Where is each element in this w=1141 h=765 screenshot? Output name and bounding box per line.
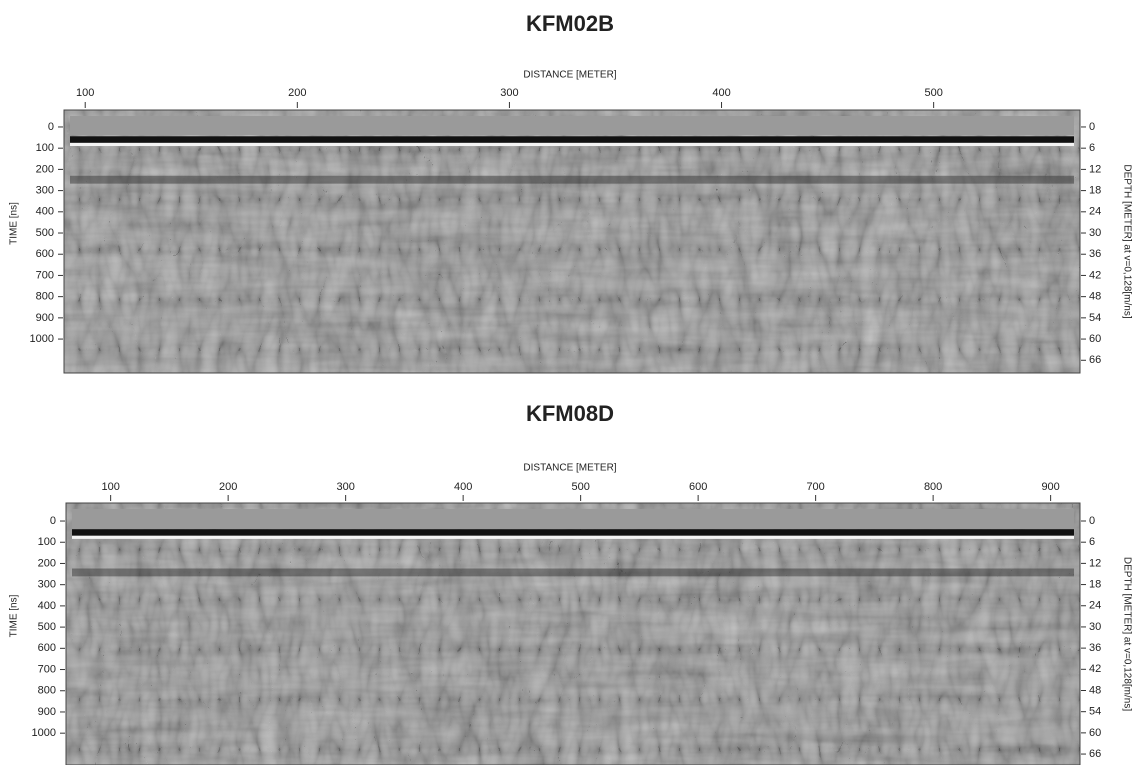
y-tick-label: 1000 — [32, 727, 56, 739]
radargram-texture — [66, 503, 1080, 765]
air-band — [70, 116, 1074, 135]
y-tick-label: 200 — [36, 163, 54, 175]
y-tick-label: 1000 — [30, 333, 54, 345]
y2-tick-label: 54 — [1089, 312, 1101, 324]
y-tick-label: 400 — [38, 600, 56, 612]
y2-tick-label: 42 — [1089, 269, 1101, 281]
y2-axis-label: DEPTH [METER] at v=0,128[m/ns] — [1121, 164, 1132, 318]
x-tick-label: 900 — [1041, 481, 1059, 493]
y-tick-label: 100 — [36, 142, 54, 154]
x-tick-label: 600 — [689, 481, 707, 493]
x-tick-label: 400 — [712, 87, 730, 99]
direct-wave-dark — [72, 529, 1074, 536]
y2-tick-label: 60 — [1089, 727, 1101, 739]
y2-tick-label: 0 — [1089, 121, 1095, 133]
chart-title: KFM08D — [526, 401, 614, 426]
y2-tick-label: 18 — [1089, 185, 1101, 197]
y2-tick-label: 30 — [1089, 621, 1101, 633]
y-tick-label: 100 — [38, 536, 56, 548]
x-tick-label: 700 — [806, 481, 824, 493]
y2-tick-label: 54 — [1089, 706, 1101, 718]
x-tick-label: 100 — [101, 481, 119, 493]
y2-tick-label: 18 — [1089, 578, 1101, 590]
y-tick-label: 900 — [38, 706, 56, 718]
y-tick-label: 800 — [38, 685, 56, 697]
radargram-texture — [64, 110, 1080, 373]
y2-axis-label: DEPTH [METER] at v=0,128[m/ns] — [1121, 557, 1132, 711]
direct-wave-light — [72, 536, 1074, 539]
y2-tick-label: 66 — [1089, 354, 1101, 366]
x-tick-label: 800 — [924, 481, 942, 493]
y2-tick-label: 0 — [1089, 515, 1095, 527]
air-band — [72, 509, 1074, 529]
y2-tick-label: 24 — [1089, 206, 1101, 218]
y2-tick-label: 6 — [1089, 536, 1095, 548]
y-tick-label: 500 — [36, 227, 54, 239]
x-tick-label: 500 — [924, 87, 942, 99]
x-tick-label: 400 — [454, 481, 472, 493]
y2-tick-label: 48 — [1089, 684, 1101, 696]
direct-wave-light — [70, 143, 1074, 146]
chart: KFM02BDISTANCE [METER]100200300400500010… — [0, 0, 1141, 765]
x-axis-label: DISTANCE [METER] — [523, 70, 616, 81]
y2-tick-label: 30 — [1089, 227, 1101, 239]
y2-tick-label: 42 — [1089, 663, 1101, 675]
y-tick-label: 500 — [38, 621, 56, 633]
y2-tick-label: 48 — [1089, 291, 1101, 303]
y-tick-label: 200 — [38, 557, 56, 569]
y-tick-label: 800 — [36, 291, 54, 303]
y-tick-label: 300 — [38, 579, 56, 591]
y-tick-label: 0 — [50, 515, 56, 527]
y2-tick-label: 24 — [1089, 600, 1101, 612]
y-tick-label: 600 — [38, 642, 56, 654]
x-tick-label: 200 — [219, 481, 237, 493]
reflector-band — [72, 569, 1074, 577]
y2-tick-label: 36 — [1089, 642, 1101, 654]
y-tick-label: 900 — [36, 312, 54, 324]
y-axis-label: TIME [ns] — [9, 594, 20, 637]
y2-tick-label: 36 — [1089, 248, 1101, 260]
x-tick-label: 500 — [571, 481, 589, 493]
y2-tick-label: 60 — [1089, 333, 1101, 345]
y-tick-label: 400 — [36, 206, 54, 218]
y2-tick-label: 6 — [1089, 142, 1095, 154]
y2-tick-label: 12 — [1089, 163, 1101, 175]
y-tick-label: 700 — [38, 663, 56, 675]
y-tick-label: 700 — [36, 269, 54, 281]
y-axis-label: TIME [ns] — [9, 202, 20, 245]
x-tick-label: 100 — [76, 87, 94, 99]
direct-wave-dark — [70, 136, 1074, 143]
y2-tick-label: 66 — [1089, 748, 1101, 760]
chart-title: KFM02B — [526, 11, 614, 36]
y2-tick-label: 12 — [1089, 557, 1101, 569]
y-tick-label: 300 — [36, 185, 54, 197]
x-tick-label: 200 — [288, 87, 306, 99]
x-tick-label: 300 — [336, 481, 354, 493]
y-tick-label: 600 — [36, 248, 54, 260]
x-axis-label: DISTANCE [METER] — [523, 463, 616, 474]
y-tick-label: 0 — [48, 121, 54, 133]
x-tick-label: 300 — [500, 87, 518, 99]
reflector-band — [70, 176, 1074, 184]
